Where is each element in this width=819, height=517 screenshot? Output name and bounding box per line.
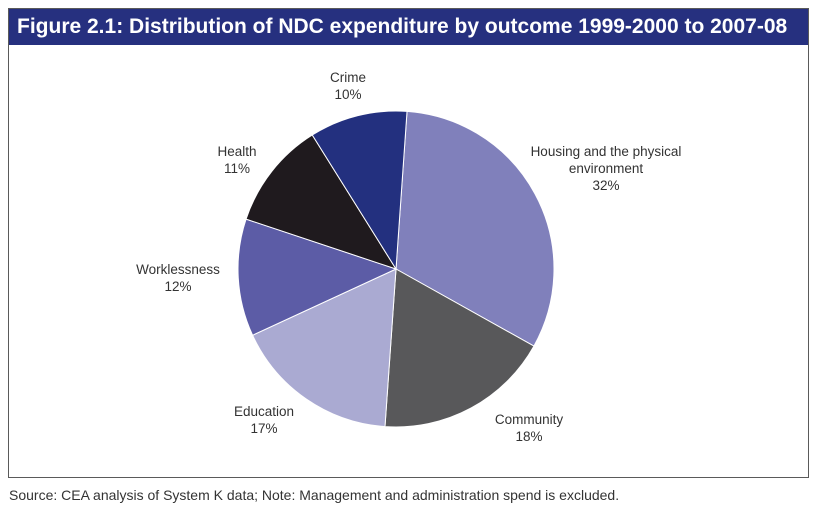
slice-label-housing: Housing and the physical environment 32% xyxy=(531,144,682,193)
slice-percent: 17% xyxy=(250,421,277,436)
slice-name-line: Housing and the physical xyxy=(531,144,682,159)
pie-slice-education xyxy=(251,268,397,428)
slice-name-line: environment xyxy=(569,161,644,176)
pie-slice-housing xyxy=(395,110,555,347)
slice-percent: 12% xyxy=(164,279,191,294)
slice-percent: 11% xyxy=(224,161,250,176)
pie-slice-community xyxy=(384,268,535,428)
pie-chart: Housing and the physical environment 32% Co… xyxy=(136,70,681,444)
pie-slices xyxy=(237,110,555,428)
slice-name-line: Worklessness xyxy=(136,262,220,277)
slice-name-line: Community xyxy=(495,412,564,427)
slice-percent: 18% xyxy=(515,429,542,444)
slice-name-line: Health xyxy=(217,144,256,159)
pie-slice-health xyxy=(245,134,398,270)
source-note: Source: CEA analysis of System K data; N… xyxy=(9,487,620,503)
slice-label-worklessness: Worklessness 12% xyxy=(136,262,220,294)
slice-label-health: Health 11% xyxy=(217,144,256,176)
slice-percent: 32% xyxy=(592,178,619,193)
pie-slice-worklessness xyxy=(237,218,398,336)
slice-label-crime: Crime 10% xyxy=(330,70,366,102)
figure-frame: Figure 2.1: Distribution of NDC expendit… xyxy=(8,8,809,478)
pie-labels: Housing and the physical environment 32% Co… xyxy=(136,70,681,444)
slice-label-community: Community 18% xyxy=(495,412,564,444)
slice-label-education: Education 17% xyxy=(234,404,294,436)
chart-title: Figure 2.1: Distribution of NDC expendit… xyxy=(9,9,808,45)
pie-slice-crime xyxy=(311,110,408,271)
slice-name-line: Crime xyxy=(330,70,366,85)
slice-name-line: Education xyxy=(234,404,294,419)
slice-percent: 10% xyxy=(334,87,361,102)
